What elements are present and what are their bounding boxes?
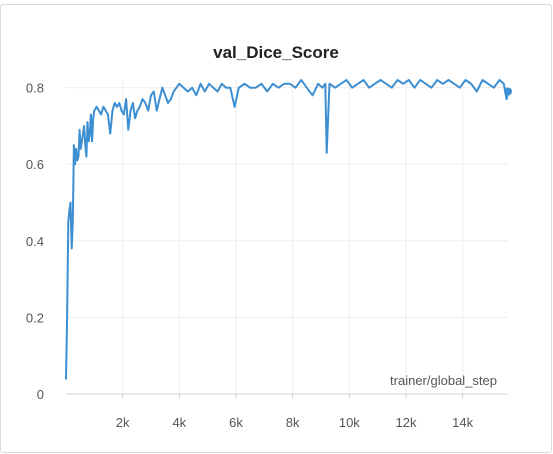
x-tick-label: 2k bbox=[116, 415, 130, 430]
y-tick-label: 0 bbox=[37, 387, 44, 402]
y-tick-label: 0.4 bbox=[26, 234, 44, 249]
tick-labels: 0 0.2 0.4 0.6 0.8 2k 4k 6k 8k 10k 12k 14k bbox=[26, 81, 474, 430]
y-tick-label: 0.2 bbox=[26, 310, 44, 325]
series-end-point bbox=[504, 87, 512, 96]
series-line-0 bbox=[65, 79, 509, 380]
x-tick-label: 10k bbox=[339, 415, 360, 430]
y-tick-label: 0.8 bbox=[26, 81, 44, 96]
grid bbox=[66, 80, 508, 394]
y-tick-label: 0.6 bbox=[26, 157, 44, 172]
x-axis-label: trainer/global_step bbox=[390, 373, 497, 388]
series-layer bbox=[65, 79, 512, 380]
x-tick-label: 12k bbox=[396, 415, 417, 430]
chart-panel bbox=[0, 4, 552, 453]
x-tick-label: 6k bbox=[229, 415, 243, 430]
x-tick-label: 14k bbox=[452, 415, 473, 430]
x-tick-label: 4k bbox=[172, 415, 186, 430]
x-tick-label: 8k bbox=[286, 415, 300, 430]
chart-title: val_Dice_Score bbox=[213, 43, 339, 62]
axes bbox=[66, 393, 508, 399]
